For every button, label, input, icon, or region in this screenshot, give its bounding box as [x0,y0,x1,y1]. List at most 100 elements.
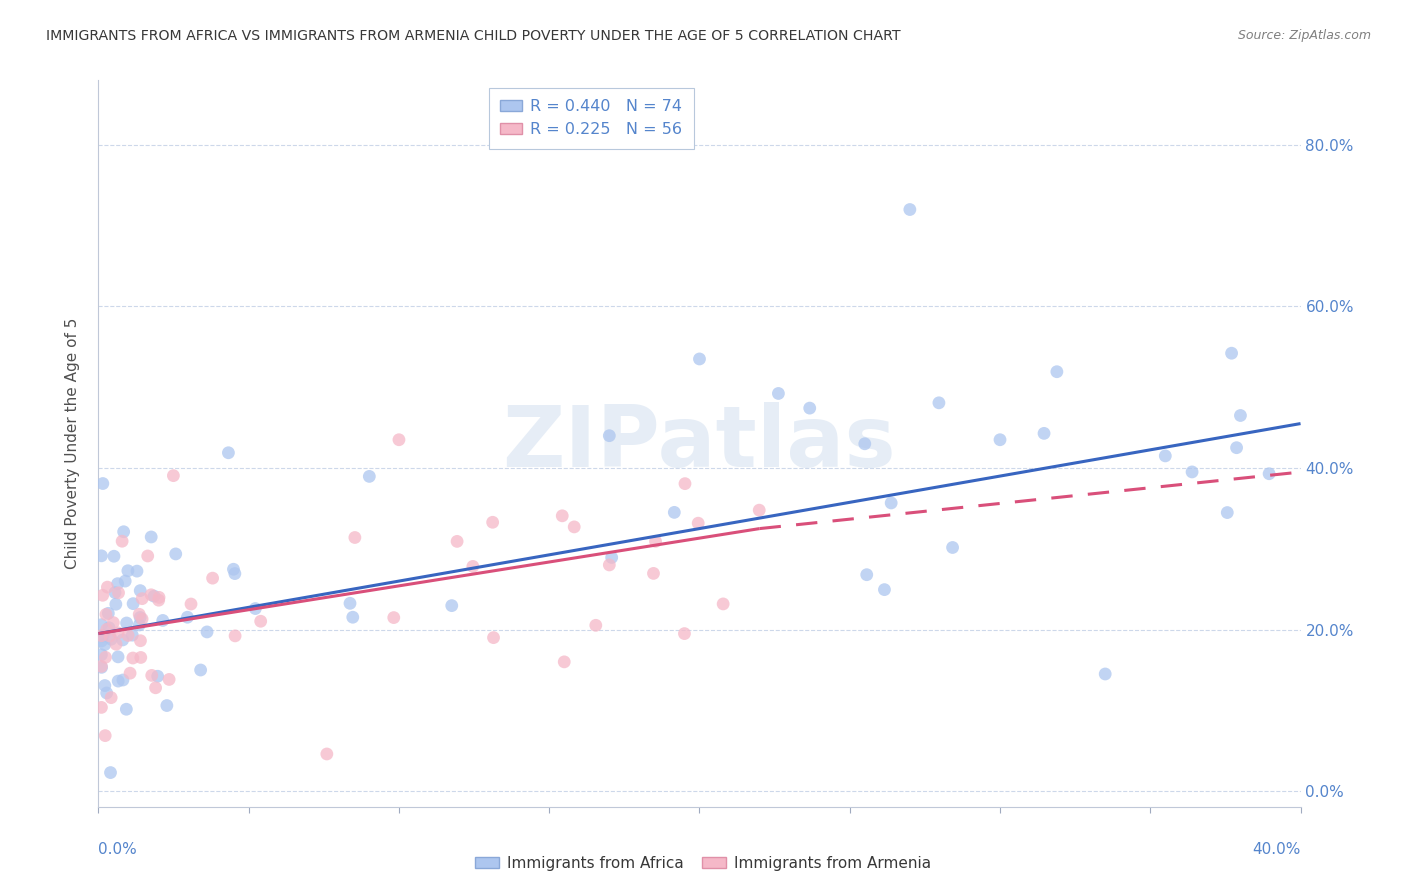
Point [315,747,337,761]
Point [339,596,361,610]
Point [96,686,118,700]
Point [711,597,734,611]
Point [585,618,607,632]
Point [1094,667,1116,681]
Point [673,626,696,640]
Point [111,673,134,687]
Point [644,534,666,549]
Point [96,623,118,637]
Point [94,607,117,622]
Point [90,634,112,648]
Point [748,503,770,517]
Point [388,433,411,447]
Point [145,681,167,695]
Point [855,567,877,582]
Point [91,629,114,643]
Point [157,673,180,687]
Point [201,571,224,585]
Point [988,433,1011,447]
Point [382,610,405,624]
Point [90,648,112,662]
Text: 0.0%: 0.0% [98,842,138,856]
Point [1216,506,1239,520]
Text: Source: ZipAtlas.com: Source: ZipAtlas.com [1237,29,1371,42]
Point [115,702,138,716]
Point [136,549,159,563]
Point [156,698,179,713]
Point [114,574,136,588]
Point [562,520,585,534]
Point [643,566,665,581]
Point [90,617,112,632]
Text: ZIPatlas: ZIPatlas [502,402,897,485]
Point [111,534,134,549]
Point [90,659,112,673]
Point [146,669,169,683]
Point [107,576,129,591]
Point [90,700,112,714]
Point [190,663,212,677]
Point [90,549,112,563]
Point [141,530,163,544]
Point [94,650,117,665]
Point [128,618,150,632]
Point [1046,365,1069,379]
Point [107,649,129,664]
Point [673,476,696,491]
Point [217,446,239,460]
Point [1258,467,1281,481]
Point [600,550,623,565]
Point [148,591,170,605]
Point [129,583,152,598]
Point [100,690,122,705]
Point [148,593,170,607]
Point [195,624,218,639]
Point [120,666,142,681]
Point [115,615,138,630]
Point [100,632,122,647]
Point [898,202,921,217]
Point [440,599,463,613]
Point [853,437,876,451]
Point [1226,441,1249,455]
Text: 40.0%: 40.0% [1253,842,1301,856]
Point [553,655,575,669]
Point [880,496,903,510]
Point [111,632,134,647]
Point [129,650,152,665]
Point [162,468,184,483]
Point [91,476,114,491]
Point [105,637,128,651]
Point [121,651,143,665]
Point [245,601,267,615]
Point [224,629,246,643]
Point [91,588,114,602]
Point [94,729,117,743]
Point [139,588,162,602]
Point [598,558,620,572]
Point [461,559,484,574]
Point [482,631,505,645]
Point [97,607,120,621]
Legend: Immigrants from Africa, Immigrants from Armenia: Immigrants from Africa, Immigrants from … [468,850,938,877]
Point [107,586,129,600]
Point [165,547,187,561]
Point [224,566,246,581]
Text: IMMIGRANTS FROM AFRICA VS IMMIGRANTS FROM ARMENIA CHILD POVERTY UNDER THE AGE OF: IMMIGRANTS FROM AFRICA VS IMMIGRANTS FRO… [46,29,901,43]
Point [446,534,468,549]
Point [180,597,202,611]
Point [598,428,620,442]
Point [107,674,129,689]
Point [1220,346,1243,360]
Point [359,469,381,483]
Point [131,591,153,606]
Point [176,610,198,624]
Point [688,516,710,531]
Point [129,633,152,648]
Point [689,351,711,366]
Point [1229,409,1251,423]
Point [103,615,125,630]
Point [96,580,118,594]
Point [98,621,121,635]
Point [98,629,121,643]
